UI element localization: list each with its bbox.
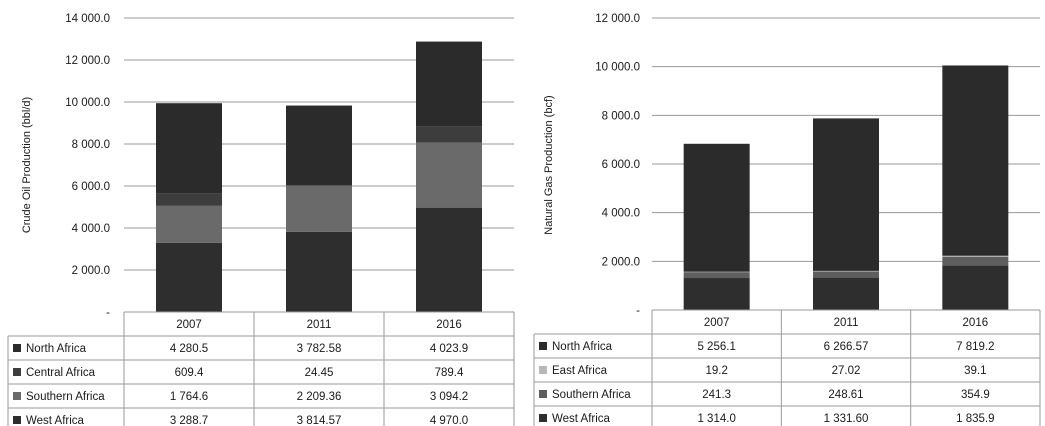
data-label: 3 094.2 [430,391,468,403]
bar-segment [416,207,482,312]
legend-entry: West Africa [26,415,85,426]
data-label: 4 970.0 [430,415,468,426]
bar-segment [813,118,879,271]
data-label: 241.3 [702,389,731,401]
y-tick-label: 4 000.0 [72,223,110,235]
y-tick-label: 12 000.0 [65,55,110,67]
bar-segment [813,270,879,272]
bar-segment [156,103,222,194]
data-label: 1 835.9 [956,413,994,425]
y-tick-label: 4 000.0 [602,208,640,220]
data-label: 248.61 [828,389,863,401]
data-label: 354.9 [961,389,990,401]
bar-segment [683,143,750,272]
bar-segment [286,184,352,186]
legend-key [13,344,21,352]
legend-key [539,390,547,398]
data-label: 609.4 [175,367,204,379]
category-label: 2011 [307,319,332,331]
category-label: 2007 [176,319,202,331]
legend-entry: West Africa [552,413,611,425]
legend-key [539,414,547,422]
legend-entry: East Africa [552,365,608,377]
y-tick-label: 14 000.0 [65,13,110,25]
category-label: 2007 [704,317,730,329]
bar-segment [286,185,352,232]
y-tick-label: 10 000.0 [65,97,110,109]
crude-oil-chart: - 2 000.0 4 000.0 6 000.0 8 000.0 10 000.0 12 … [7,13,515,426]
data-label: 24.45 [305,367,334,379]
bar-segment [942,65,1009,256]
data-label: 1 764.6 [170,391,208,403]
legend-entry: Southern Africa [552,389,631,401]
bar-segment [156,205,222,243]
bar-segment [683,272,750,279]
y-tick-label: - [636,305,640,317]
data-label: 3 288.7 [170,415,208,426]
data-label: 39.1 [964,365,986,377]
data-label: 4 280.5 [170,343,208,355]
data-label: 1 314.0 [697,413,735,425]
data-label: 4 023.9 [430,343,468,355]
data-label: 7 819.2 [956,341,994,353]
y-tick-label: 12 000.0 [595,13,640,25]
legend-entry: North Africa [26,343,87,355]
category-label: 2016 [963,317,989,329]
bar-segment [683,278,750,310]
bar-segment [286,231,352,312]
y-tick-label: 6 000.0 [602,159,640,171]
bar-segment [813,271,879,278]
legend-key [13,368,21,376]
legend-entry: Southern Africa [26,391,105,403]
bar-segment [416,142,482,208]
data-label: 3 782.58 [297,343,342,355]
legend-key [539,366,547,374]
data-label: 3 814.57 [297,415,342,426]
bar-segment [942,256,1009,266]
data-label: 19.2 [705,365,727,377]
bar-segment [813,277,879,310]
data-label: 2 209.36 [297,391,342,403]
legend-key [13,416,21,424]
data-label: 6 266.57 [824,341,869,353]
category-label: 2016 [436,319,462,331]
data-label: 1 331.60 [824,413,869,425]
y-tick-label: 10 000.0 [595,62,640,74]
data-label: 5 256.1 [697,341,735,353]
legend-key [13,392,21,400]
y-tick-label: 2 000.0 [72,265,110,277]
y-tick-label: 6 000.0 [72,181,110,193]
data-label: 27.02 [832,365,861,377]
bar-segment [286,105,352,185]
bar-segment [156,242,222,312]
data-label: 789.4 [435,367,464,379]
bar-segment [156,193,222,206]
bar-segment [942,255,1009,257]
category-label: 2011 [834,317,859,329]
natural-gas-chart: - 2 000.0 4 000.0 6 000.0 8 000.0 10 000.0 12 … [533,13,1041,426]
legend-entry: Central Africa [26,367,96,379]
y-axis-label: Natural Gas Production (bcf) [543,95,555,234]
legend-key [539,342,547,350]
bar-segment [416,126,482,143]
bar-segment [416,41,482,127]
y-tick-label: 2 000.0 [602,256,640,268]
legend-entry: North Africa [552,341,613,353]
y-axis-label: Crude Oil Production (bbl/d) [21,97,33,233]
y-tick-label: - [106,307,110,319]
bar-segment [942,265,1009,310]
y-tick-label: 8 000.0 [602,110,640,122]
y-tick-label: 8 000.0 [72,139,110,151]
